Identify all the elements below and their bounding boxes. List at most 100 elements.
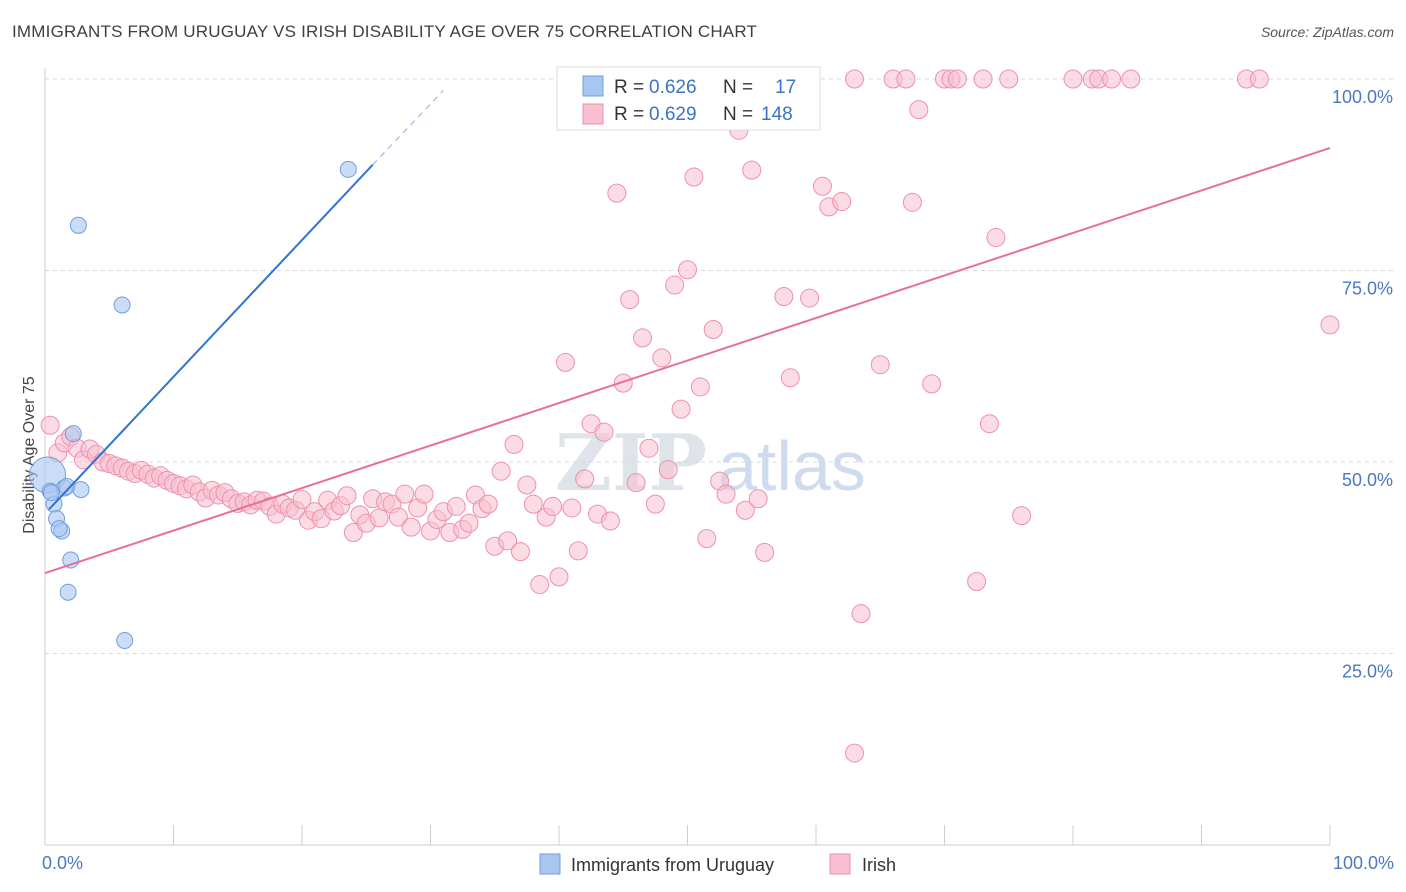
chart-title: IMMIGRANTS FROM URUGUAY VS IRISH DISABIL… — [12, 22, 758, 41]
irish-point — [414, 484, 434, 504]
bottom-legend-swatch-irish — [829, 853, 851, 875]
irish-point — [337, 486, 357, 506]
irish-point — [1102, 69, 1122, 89]
irish-point — [600, 511, 620, 531]
irish-point — [748, 489, 768, 509]
irish-point — [703, 319, 723, 339]
irish-point — [851, 604, 871, 624]
bottom-legend-label-irish: Irish — [862, 855, 896, 875]
irish-point — [684, 167, 704, 187]
irish-point — [543, 496, 563, 516]
irish-point — [716, 484, 736, 504]
irish-point — [395, 484, 415, 504]
bottom-legend-swatch-uruguay — [539, 853, 561, 875]
watermark-zip: ZIP — [555, 418, 707, 509]
bottom-legend: Immigrants from Uruguay Irish — [539, 853, 896, 875]
y-tick-label-75: 75.0% — [1342, 279, 1393, 299]
irish-point — [626, 473, 646, 493]
x-tick-max: 100.0% — [1333, 853, 1394, 873]
legend-r-label-irish: R = — [614, 104, 644, 125]
irish-point — [902, 192, 922, 212]
irish-point — [922, 374, 942, 394]
irish-point — [594, 422, 614, 442]
uruguay-point — [113, 296, 131, 314]
irish-point — [562, 498, 582, 518]
irish-point — [947, 69, 967, 89]
irish-point — [678, 260, 697, 280]
irish-point — [896, 69, 916, 89]
stats-legend: R = 0.626 N = 17 R = 0.629 N = 148 — [556, 66, 821, 131]
irish-point — [979, 414, 999, 434]
trend-lines — [44, 90, 1331, 575]
irish-point — [652, 348, 672, 368]
legend-r-value-irish: 0.629 — [649, 104, 697, 125]
irish-point — [555, 352, 575, 372]
irish-point — [690, 377, 710, 397]
irish-point — [530, 575, 550, 595]
y-tick-label-50: 50.0% — [1342, 470, 1393, 490]
uruguay-point — [64, 425, 82, 443]
irish-point — [639, 438, 659, 458]
irish-point — [388, 507, 408, 527]
x-axis-ticks — [44, 825, 1331, 845]
y-tick-labels: 25.0% 50.0% 75.0% 100.0% — [1332, 87, 1393, 682]
irish-point — [40, 415, 60, 435]
irish-point — [446, 496, 466, 516]
irish-trend-line — [44, 146, 1331, 575]
irish-point — [1320, 315, 1340, 335]
uruguay-point — [69, 216, 87, 234]
irish-point — [633, 328, 653, 348]
irish-point — [343, 522, 363, 542]
irish-point — [780, 368, 800, 388]
irish-point — [401, 517, 421, 537]
irish-point — [845, 69, 865, 89]
irish-point — [645, 494, 665, 514]
irish-point — [523, 494, 543, 514]
irish-point — [986, 228, 1006, 248]
irish-point — [800, 288, 820, 308]
irish-point — [607, 183, 627, 203]
irish-point — [812, 176, 832, 196]
legend-n-label-uruguay: N = — [723, 77, 753, 98]
irish-point — [498, 531, 518, 551]
gridlines — [45, 78, 1394, 654]
irish-point — [735, 500, 755, 520]
irish-point — [1249, 69, 1269, 89]
irish-point — [755, 542, 775, 562]
uruguay-trend-line — [48, 164, 374, 511]
legend-r-value-uruguay: 0.626 — [649, 77, 697, 98]
irish-point — [870, 355, 890, 375]
x-tick-min: 0.0% — [42, 853, 83, 873]
legend-n-value-uruguay: 17 — [775, 77, 796, 98]
legend-n-value-irish: 148 — [761, 104, 793, 125]
irish-point — [658, 460, 678, 480]
irish-point — [967, 571, 987, 591]
y-axis-label: Disability Age Over 75 — [21, 376, 38, 534]
uruguay-point — [58, 478, 76, 496]
irish-point — [774, 287, 794, 307]
irish-point — [575, 469, 595, 489]
irish-point — [504, 434, 524, 454]
series-irish-points — [40, 69, 1340, 763]
irish-point — [613, 373, 633, 393]
uruguay-point — [72, 481, 90, 499]
uruguay-point — [42, 484, 60, 502]
watermark-atlas: atlas — [718, 427, 866, 505]
irish-point — [999, 69, 1019, 89]
irish-point — [478, 494, 498, 514]
irish-point — [1121, 69, 1141, 89]
y-tick-label-100: 100.0% — [1332, 87, 1393, 107]
irish-point — [845, 743, 865, 763]
irish-point — [1063, 69, 1083, 89]
uruguay-trend-extension — [372, 90, 444, 166]
irish-point — [909, 100, 929, 120]
legend-n-label-irish: N = — [723, 104, 753, 125]
uruguay-point — [50, 520, 68, 538]
legend-swatch-irish — [582, 103, 604, 125]
uruguay-point — [59, 583, 77, 601]
irish-point — [665, 275, 685, 295]
irish-point — [697, 529, 717, 549]
irish-point — [517, 475, 537, 495]
irish-point — [1012, 506, 1032, 526]
